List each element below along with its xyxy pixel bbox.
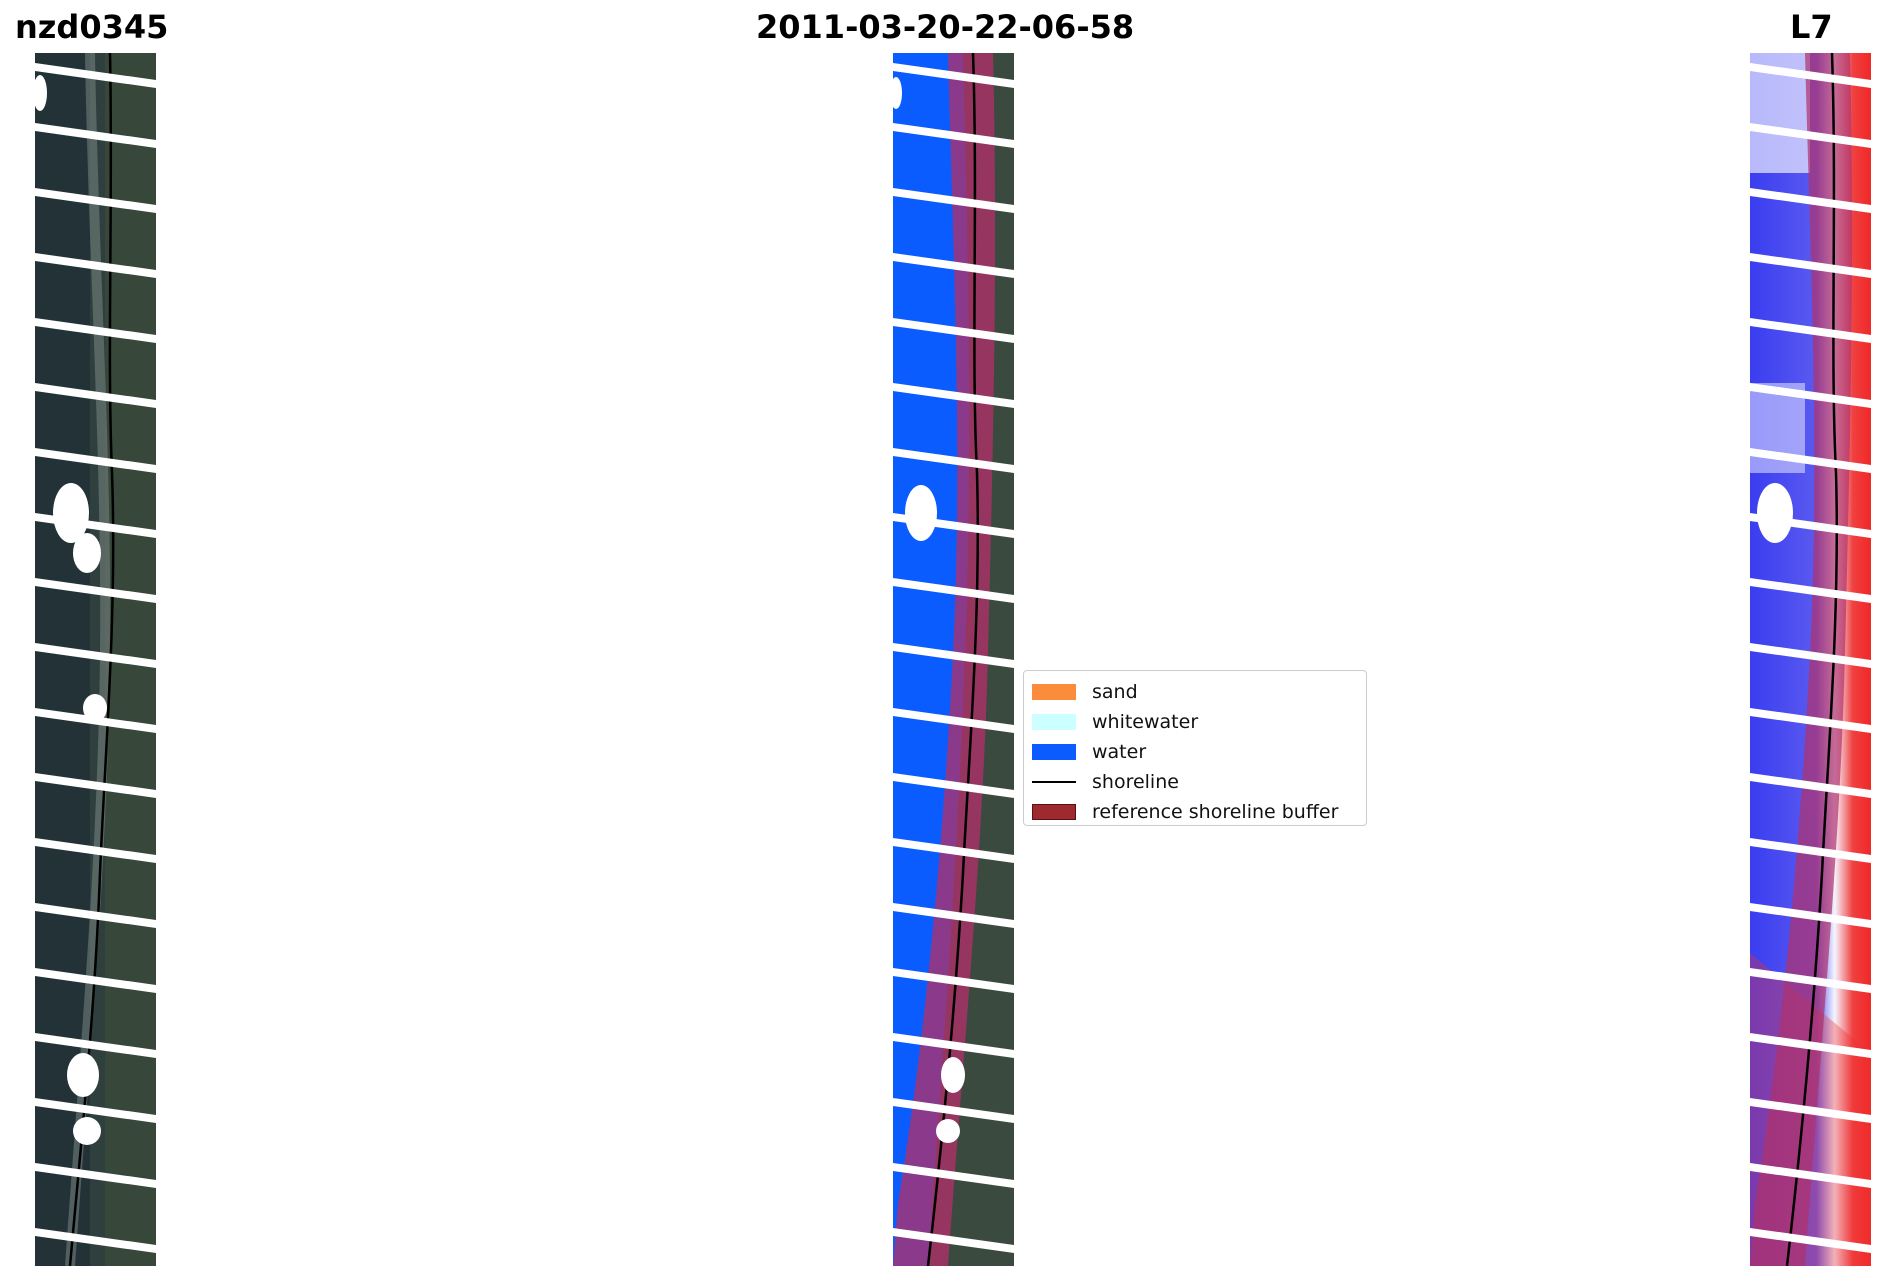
legend-label: shoreline (1092, 771, 1179, 793)
legend-item-shoreline: shoreline (1032, 767, 1358, 797)
legend-item-reference-buffer: reference shoreline buffer (1032, 797, 1358, 827)
sand-swatch (1032, 684, 1076, 700)
scan-line-gaps (893, 63, 1014, 1253)
scan-line-gaps (1750, 63, 1871, 1253)
whitewater-swatch (1032, 714, 1076, 730)
rgb-image-panel (35, 53, 156, 1266)
legend-label: sand (1092, 681, 1138, 703)
scan-line-gaps (35, 63, 156, 1253)
legend-label: water (1092, 741, 1147, 763)
legend-item-water: water (1032, 737, 1358, 767)
legend-label: whitewater (1092, 711, 1199, 733)
rgb-image (35, 53, 156, 1266)
mndwi-image-panel (1750, 53, 1871, 1266)
mndwi-image (1750, 53, 1871, 1266)
classified-image-panel (893, 53, 1014, 1266)
shoreline-line-swatch (1032, 781, 1076, 783)
image-date-title: 2011-03-20-22-06-58 (756, 8, 1135, 46)
satellite-title: L7 (1790, 8, 1833, 46)
reference-buffer-swatch (1032, 804, 1076, 820)
legend-item-sand: sand (1032, 677, 1358, 707)
site-name-title: nzd0345 (15, 8, 169, 46)
legend-item-whitewater: whitewater (1032, 707, 1358, 737)
water-swatch (1032, 744, 1076, 760)
legend: sand whitewater water shoreline referenc… (1023, 670, 1367, 826)
classified-image (893, 53, 1014, 1266)
legend-label: reference shoreline buffer (1092, 801, 1339, 823)
